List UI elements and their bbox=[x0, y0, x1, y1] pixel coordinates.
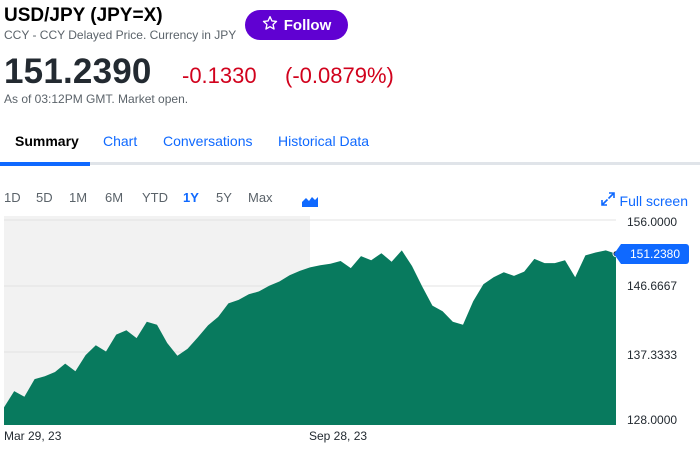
range-1y[interactable]: 1Y bbox=[183, 190, 199, 205]
range-1d[interactable]: 1D bbox=[4, 190, 21, 205]
page-title: USD/JPY (JPY=X) bbox=[4, 5, 163, 26]
range-max[interactable]: Max bbox=[248, 190, 273, 205]
current-price: 151.2390 bbox=[4, 52, 152, 91]
price-chart[interactable]: 156.0000 146.6667 137.3333 128.0000 Mar … bbox=[0, 212, 700, 451]
y-tick-137: 137.3333 bbox=[627, 348, 678, 362]
range-6m[interactable]: 6M bbox=[105, 190, 124, 205]
quote-subtitle: CCY - CCY Delayed Price. Currency in JPY bbox=[4, 28, 237, 42]
star-icon bbox=[262, 15, 284, 35]
follow-button[interactable]: Follow bbox=[245, 10, 348, 40]
mountain-chart-icon[interactable] bbox=[302, 194, 318, 212]
tab-conversations[interactable]: Conversations bbox=[163, 133, 253, 149]
y-tick-146: 146.6667 bbox=[627, 279, 678, 293]
active-tab-indicator bbox=[0, 162, 90, 166]
range-5y[interactable]: 5Y bbox=[216, 190, 232, 205]
full-screen-button[interactable]: Full screen bbox=[600, 192, 688, 209]
current-value-tag: 151.2380 bbox=[614, 243, 689, 264]
price-chart-svg bbox=[4, 216, 620, 425]
price-area bbox=[4, 250, 616, 425]
tab-summary[interactable]: Summary bbox=[15, 133, 79, 149]
y-tick-156: 156.0000 bbox=[627, 215, 678, 229]
price-change: -0.1330 bbox=[182, 63, 257, 88]
x-tick-sep-28: Sep 28, 23 bbox=[309, 429, 368, 443]
tab-chart[interactable]: Chart bbox=[103, 133, 138, 149]
full-screen-label: Full screen bbox=[619, 192, 688, 209]
tab-historical-data[interactable]: Historical Data bbox=[278, 133, 370, 149]
tab-divider bbox=[0, 162, 700, 165]
price-change-percent: (-0.0879%) bbox=[285, 63, 394, 88]
expand-icon bbox=[600, 192, 620, 209]
range-1m[interactable]: 1M bbox=[69, 190, 88, 205]
range-5d[interactable]: 5D bbox=[36, 190, 53, 205]
market-status: As of 03:12PM GMT. Market open. bbox=[4, 92, 189, 106]
range-ytd[interactable]: YTD bbox=[142, 190, 168, 205]
y-tick-128: 128.0000 bbox=[627, 413, 678, 427]
x-tick-mar-29: Mar 29, 23 bbox=[4, 429, 62, 443]
quote-tabs: Summary Chart Conversations Historical D… bbox=[0, 122, 700, 166]
follow-label: Follow bbox=[283, 16, 332, 34]
